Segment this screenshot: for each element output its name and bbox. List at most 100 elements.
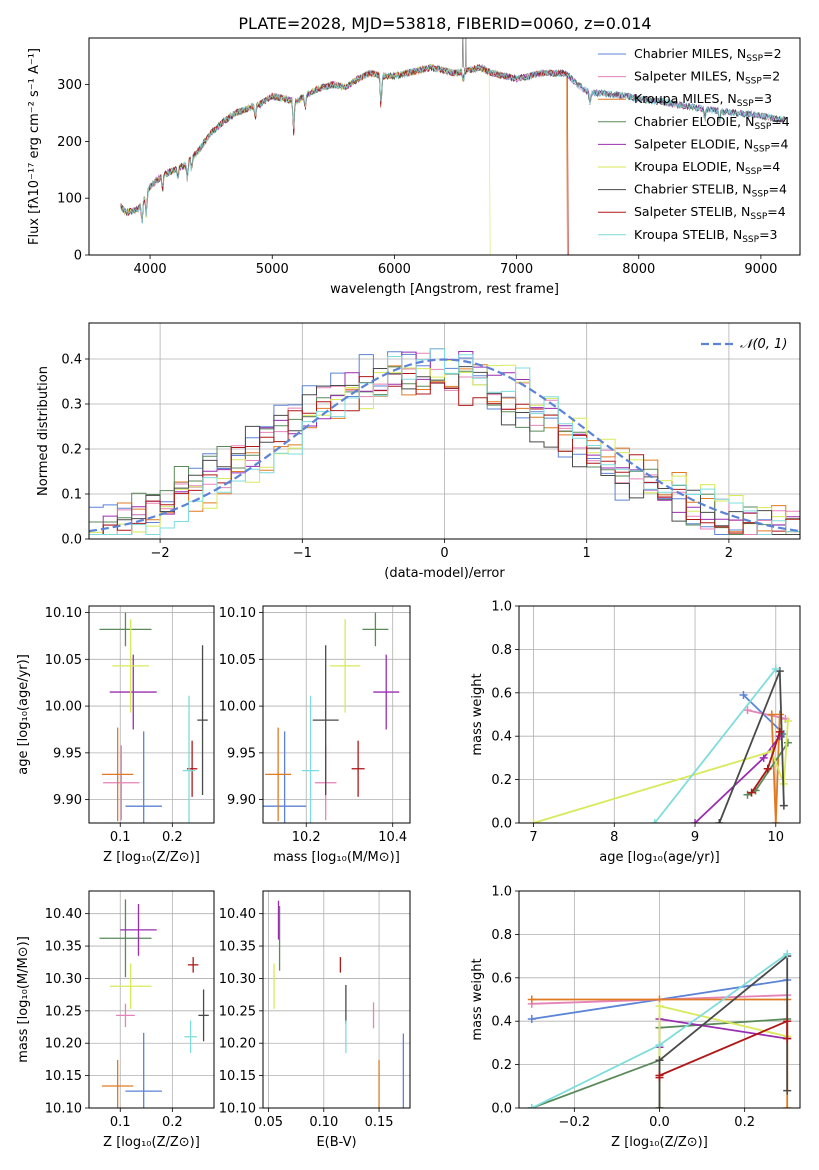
mass-vs-extinction-panel: 0.05 0.10 0.15 10.10 10.15 10.20 10.25 10.30 10.… <box>219 890 411 1150</box>
x-axis-label: Z [log₁₀(Z/Z⊙)] <box>611 1135 708 1150</box>
y-axis-label: mass [log₁₀(M/M⊙)] <box>16 936 31 1063</box>
legend-normal-label: 𝒩(0, 1) <box>740 337 787 352</box>
errorbars <box>263 612 400 823</box>
errorbars <box>273 900 405 1108</box>
y-tick-label: 0.1 <box>61 488 82 503</box>
errorbars <box>99 899 209 1108</box>
weight-lines <box>527 949 792 1108</box>
y-tick-label: 10.15 <box>45 1069 82 1084</box>
y-axis-label: Flux [fλ10⁻¹⁷ erg cm⁻² s⁻¹ A⁻¹] <box>27 48 42 245</box>
x-tick-label: 10 <box>768 830 785 845</box>
x-tick-label: 2 <box>725 546 733 561</box>
x-tick-label: 9000 <box>744 262 777 277</box>
normal-curve <box>89 358 800 533</box>
x-tick-label: 10.4 <box>378 830 407 845</box>
legend-label: Chabrier MILES, NSSP=2 <box>634 46 782 64</box>
x-axis-label: (data-model)/error <box>384 566 505 581</box>
y-tick-label: 0.4 <box>491 730 512 745</box>
x-tick-label: 10.2 <box>292 830 321 845</box>
legend-label: Salpeter ELODIE, NSSP=4 <box>634 136 789 154</box>
y-tick-label: 1.0 <box>491 885 512 900</box>
y-tick-label: 9.95 <box>53 746 82 761</box>
y-tick-label: 10.00 <box>219 700 256 715</box>
y-tick-label: 10.20 <box>219 1037 256 1052</box>
y-tick-label: 10.35 <box>45 940 82 955</box>
y-tick-label: 10.40 <box>45 907 82 922</box>
y-tick-label: 0.4 <box>491 1015 512 1030</box>
axes-frame <box>88 890 215 1109</box>
y-tick-label: 10.10 <box>219 1102 256 1117</box>
x-tick-label: 4000 <box>134 262 167 277</box>
y-tick-label: 0.6 <box>491 686 512 701</box>
x-axis-label: mass [log₁₀(M/M⊙)] <box>273 850 400 865</box>
y-tick-label: 10.00 <box>45 700 82 715</box>
x-tick-label: −0.2 <box>559 1115 591 1130</box>
y-axis-label: age [log₁₀(age/yr)] <box>16 654 31 775</box>
weight-line-8 <box>653 668 777 823</box>
weight-vs-age-panel: 7 8 9 10 0.0 0.2 0.4 0.6 0.8 1.0 age [log₁₀(age/yr… <box>470 600 801 865</box>
axes-frame <box>88 37 801 256</box>
y-tick-label: 1.0 <box>491 600 512 615</box>
y-tick-label: 9.95 <box>227 746 256 761</box>
x-tick-label: 8000 <box>622 262 655 277</box>
mass-vs-metallicity-panel: 0.1 0.2 10.10 10.15 10.20 10.25 10.30 10.35 10.4… <box>16 890 215 1150</box>
figure-title: PLATE=2028, MJD=53818, FIBERID=0060, z=0… <box>238 14 651 33</box>
spectrum-lines <box>120 38 786 255</box>
x-axis-label: age [log₁₀(age/yr)] <box>599 850 720 865</box>
x-tick-label: 0.0 <box>649 1115 670 1130</box>
x-axis-label: Z [log₁₀(Z/Z⊙)] <box>103 1135 200 1150</box>
y-tick-label: 0.6 <box>491 971 512 986</box>
x-tick-label: 0.2 <box>162 830 183 845</box>
histogram-3 <box>89 366 800 535</box>
axes-frame <box>88 322 801 540</box>
y-tick-label: 0.8 <box>491 928 512 943</box>
x-tick-label: 0.1 <box>110 1115 131 1130</box>
y-tick-label: 10.10 <box>219 606 256 621</box>
legend-label: Kroupa ELODIE, NSSP=4 <box>634 159 780 177</box>
y-tick-label: 10.35 <box>219 940 256 955</box>
x-tick-label: 0 <box>440 546 448 561</box>
x-axis-label: wavelength [Angstrom, rest frame] <box>330 282 559 297</box>
y-tick-label: 10.15 <box>219 1069 256 1084</box>
y-tick-label: 0.0 <box>61 533 82 548</box>
x-axis-label: E(B-V) <box>316 1135 356 1150</box>
x-tick-label: 8 <box>610 830 618 845</box>
y-tick-label: 10.05 <box>45 653 82 668</box>
spectrum-line-8 <box>120 63 786 224</box>
x-tick-label: 6000 <box>378 262 411 277</box>
legend-label: Kroupa MILES, NSSP=3 <box>634 91 772 109</box>
y-tick-label: 9.90 <box>227 793 256 808</box>
residual-histogram-panel: −2 −1 0 1 2 0.0 0.1 0.2 0.3 0.4 (data-model)/error… <box>36 322 801 581</box>
y-tick-label: 300 <box>57 78 82 93</box>
histogram-6 <box>89 366 800 535</box>
errorbars <box>99 612 208 823</box>
y-tick-label: 9.90 <box>53 793 82 808</box>
y-tick-label: 0.2 <box>491 1058 512 1073</box>
axes-frame <box>262 605 411 824</box>
histograms <box>89 348 800 535</box>
axes-frame <box>518 605 801 824</box>
x-tick-label: −1 <box>293 546 312 561</box>
y-tick-label: 100 <box>57 192 82 207</box>
y-tick-label: 0.8 <box>491 643 512 658</box>
legend-label: Chabrier STELIB, NSSP=4 <box>634 182 787 200</box>
y-tick-label: 0 <box>74 249 82 264</box>
axes-frame <box>262 890 411 1109</box>
spectrum-legend: Chabrier MILES, NSSP=2 Salpeter MILES, NS… <box>598 46 790 245</box>
y-tick-label: 10.05 <box>219 653 256 668</box>
age-vs-mass-panel: 10.2 10.4 9.90 9.95 10.00 10.05 10.10 mass [log… <box>219 605 411 865</box>
y-axis-label: mass weight <box>470 958 485 1040</box>
y-tick-label: 10.30 <box>219 972 256 987</box>
weight-line-5 <box>533 720 789 823</box>
x-tick-label: 0.10 <box>309 1115 338 1130</box>
y-tick-label: 10.20 <box>45 1037 82 1052</box>
y-tick-label: 10.10 <box>45 606 82 621</box>
weight-vs-metallicity-panel: −0.2 0.0 0.2 0.0 0.2 0.4 0.6 0.8 1.0 Z [log₁₀(Z/Z… <box>470 885 801 1150</box>
y-tick-label: 0.0 <box>491 1102 512 1117</box>
age-vs-metallicity-panel: 0.1 0.2 9.90 9.95 10.00 10.05 10.10 Z [log₁₀(Z/… <box>16 605 215 865</box>
x-axis-label: Z [log₁₀(Z/Z⊙)] <box>103 850 200 865</box>
y-tick-label: 10.25 <box>219 1004 256 1019</box>
y-tick-label: 10.10 <box>45 1102 82 1117</box>
y-axis-label: mass weight <box>470 673 485 755</box>
